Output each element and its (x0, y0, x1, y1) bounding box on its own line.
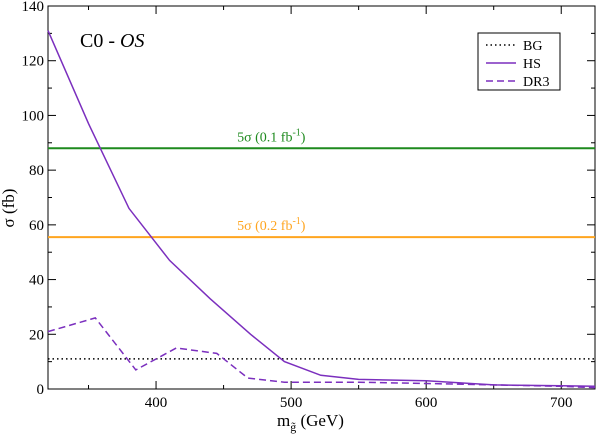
x-tick-label: 500 (280, 395, 303, 411)
y-tick-label: 100 (22, 108, 45, 124)
series-group (47, 30, 596, 389)
x-tick-label: 600 (415, 395, 438, 411)
y-tick-label: 60 (29, 218, 44, 234)
legend: BG HS DR3 (477, 32, 561, 91)
y-tick-label: 20 (29, 327, 44, 343)
legend-label-hs: HS (523, 57, 541, 72)
y-axis-label: σ (fb) (0, 189, 18, 228)
legend-label-bg: BG (523, 39, 542, 54)
reference-lines: 5σ (0.1 fb-1) 5σ (0.2 fb-1) (48, 127, 595, 239)
y-tick-label: 120 (22, 54, 45, 70)
y-tick-label: 80 (29, 163, 44, 179)
legend-label-dr3: DR3 (523, 75, 549, 90)
reference-line-label-1: 5σ (0.2 fb-1) (237, 216, 306, 234)
x-axis-label: mg̃ (GeV) (277, 411, 344, 434)
y-tick-label: 0 (37, 382, 45, 398)
y-tick-label: 140 (22, 0, 45, 15)
x-axis: 400 500 600 700 (88, 6, 573, 411)
x-tick-label: 700 (550, 395, 573, 411)
chart-title: C0 - OS (80, 30, 144, 52)
y-tick-label: 40 (29, 273, 44, 289)
series-line-dr3 (47, 317, 596, 389)
reference-line-label-0: 5σ (0.1 fb-1) (237, 127, 306, 145)
x-tick-label: 400 (145, 395, 168, 411)
y-axis: 0 20 40 60 80 100 120 140 (22, 0, 595, 398)
